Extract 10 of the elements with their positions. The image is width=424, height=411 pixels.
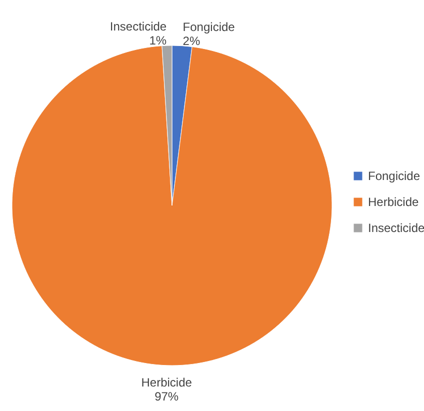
- pie-slice: [12, 46, 332, 366]
- legend-label: Insecticide: [368, 221, 424, 235]
- legend-label: Herbicide: [368, 195, 420, 209]
- data-label: 97%: [154, 389, 179, 404]
- slice-label: Insecticide: [110, 20, 167, 34]
- data-label: 1%: [149, 34, 167, 48]
- data-label: 2%: [182, 34, 200, 48]
- legend-label: Fongicide: [368, 169, 420, 183]
- slice-label: Fongicide: [182, 20, 236, 34]
- slice-label: Herbicide: [141, 375, 192, 390]
